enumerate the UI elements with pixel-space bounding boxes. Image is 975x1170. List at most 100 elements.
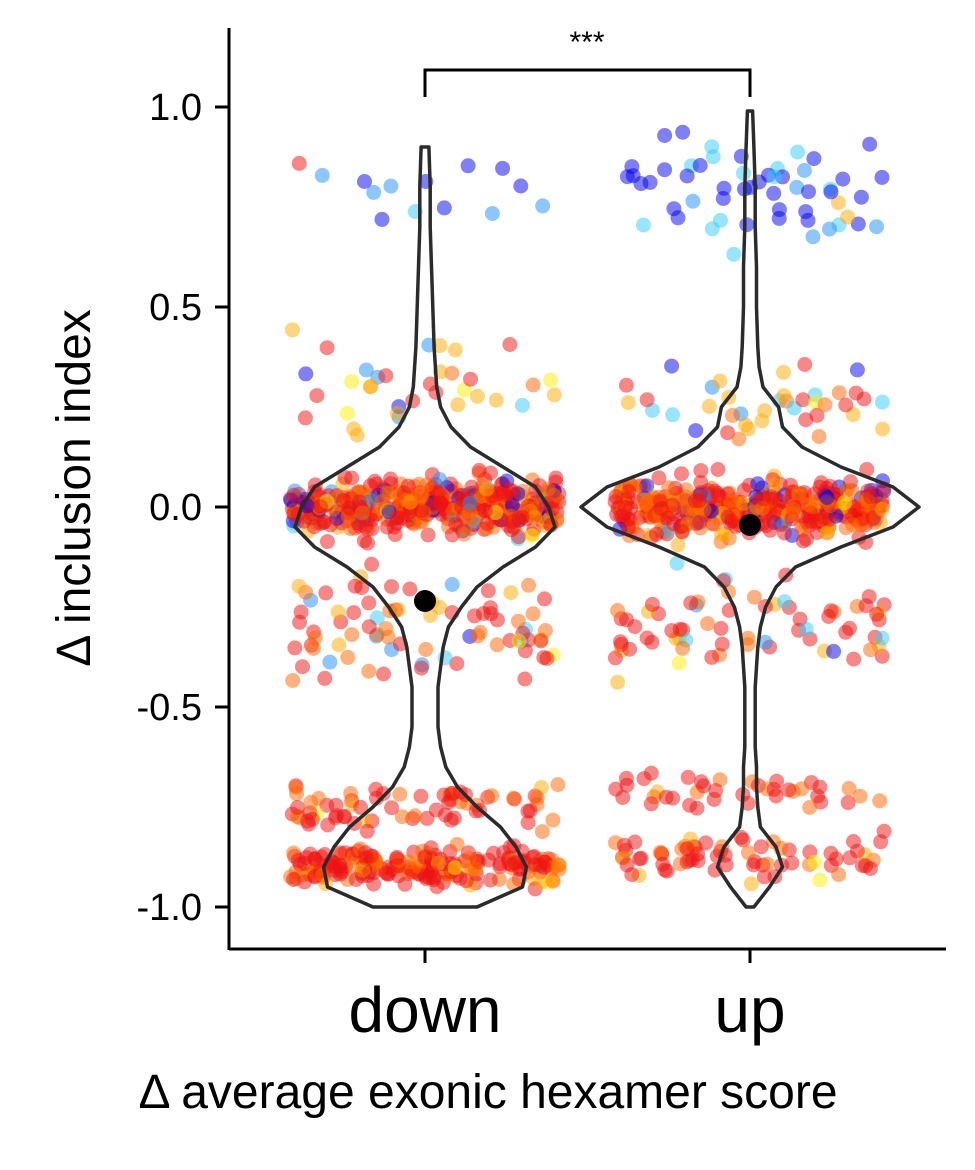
scatter-point (666, 201, 682, 217)
scatter-point (312, 499, 328, 515)
scatter-point (533, 857, 548, 873)
mean-points (414, 514, 761, 612)
scatter-point (618, 377, 634, 393)
scatter-point (812, 779, 828, 795)
scatter-point (766, 781, 782, 797)
scatter-point (757, 634, 773, 650)
scatter-point (343, 786, 359, 801)
scatter-point (610, 674, 626, 690)
scatter-point (479, 516, 495, 531)
scatter-point (850, 216, 866, 232)
scatter-point (861, 589, 877, 605)
scatter-point (521, 577, 537, 593)
scatter-point (413, 489, 429, 505)
scatter-point (534, 874, 550, 890)
scatter-point (874, 169, 890, 185)
scatter-point (322, 654, 338, 670)
scatter-point (358, 519, 374, 534)
scatter-point (610, 603, 626, 618)
scatter-point (840, 795, 856, 811)
violin-up (579, 109, 921, 909)
scatter-point (698, 835, 714, 851)
scatter-point (392, 786, 408, 802)
scatter-point (461, 850, 477, 866)
scatter-point (720, 425, 736, 441)
scatter-point (495, 160, 511, 176)
scatter-point (413, 788, 429, 804)
scatter-point (803, 513, 819, 529)
scatter-point (786, 501, 801, 517)
scatter-point (823, 845, 839, 861)
scatter-point (713, 621, 729, 636)
scatter-point (298, 366, 314, 382)
scatter-point (349, 427, 365, 443)
scatter-point (776, 364, 791, 380)
scatter-point (746, 857, 762, 873)
scatter-point (289, 786, 305, 802)
scatter-point (853, 189, 869, 205)
scatter-point (378, 865, 394, 881)
scatter-point (340, 649, 356, 665)
scatter-point (447, 342, 463, 358)
scatter-point (801, 184, 816, 200)
scatter-point (664, 358, 680, 374)
scatter-point (337, 470, 353, 485)
scatter-point (335, 493, 351, 509)
y-tick-label: 1.0 (149, 87, 202, 129)
scatter-point (874, 394, 890, 410)
scatter-point (413, 660, 429, 676)
scatter-point (863, 642, 878, 658)
scatter-point (477, 503, 493, 518)
scatter-point (319, 340, 335, 356)
scatter-point (376, 666, 391, 682)
scatter-point (456, 526, 472, 542)
scatter-point (537, 591, 552, 607)
scatter-point (781, 782, 797, 798)
scatter-point (658, 789, 674, 805)
scatter-point (831, 867, 847, 883)
scatter-point (801, 497, 817, 513)
scatter-point (683, 595, 699, 611)
scatter-point (482, 872, 498, 888)
scatter-point (397, 876, 413, 892)
scatter-point (366, 876, 382, 892)
scatter-point (393, 510, 409, 526)
scatter-point (361, 619, 377, 635)
scatter-point (743, 876, 759, 892)
scatter-point (319, 534, 335, 550)
scatter-point (550, 777, 566, 793)
scatter-point (479, 481, 495, 497)
scatter-point (366, 184, 382, 200)
scatter-point (849, 362, 865, 378)
scatter-point (504, 483, 520, 499)
scatter-point (798, 204, 814, 220)
scatter-point (789, 179, 805, 195)
scatter-point (394, 809, 410, 825)
scatter-point (690, 853, 706, 869)
scatter-point (303, 794, 319, 810)
scatter-point (462, 495, 478, 511)
scatter-point (389, 405, 405, 421)
scatter-point (418, 868, 434, 884)
scatter-point (417, 849, 433, 865)
scatter-point (657, 862, 673, 878)
scatter-point (511, 633, 527, 649)
y-tick-label: -1.0 (137, 887, 202, 929)
scatter-point (524, 528, 540, 544)
scatter-point (545, 873, 561, 889)
scatter-point (869, 219, 884, 235)
scatter-point (290, 800, 305, 815)
scatter-point (527, 509, 543, 525)
scatter-point (643, 796, 659, 812)
scatter-point (483, 465, 498, 481)
scatter-point (357, 174, 372, 189)
scatter-point (693, 463, 709, 479)
scatter-point (379, 485, 395, 501)
scatter-point (484, 206, 500, 221)
scatter-point (830, 195, 846, 211)
scatter-point (464, 479, 480, 495)
scatter-point (660, 510, 676, 526)
scatter-point (618, 770, 634, 786)
scatter-point (353, 799, 369, 815)
scatter-point (449, 836, 465, 852)
